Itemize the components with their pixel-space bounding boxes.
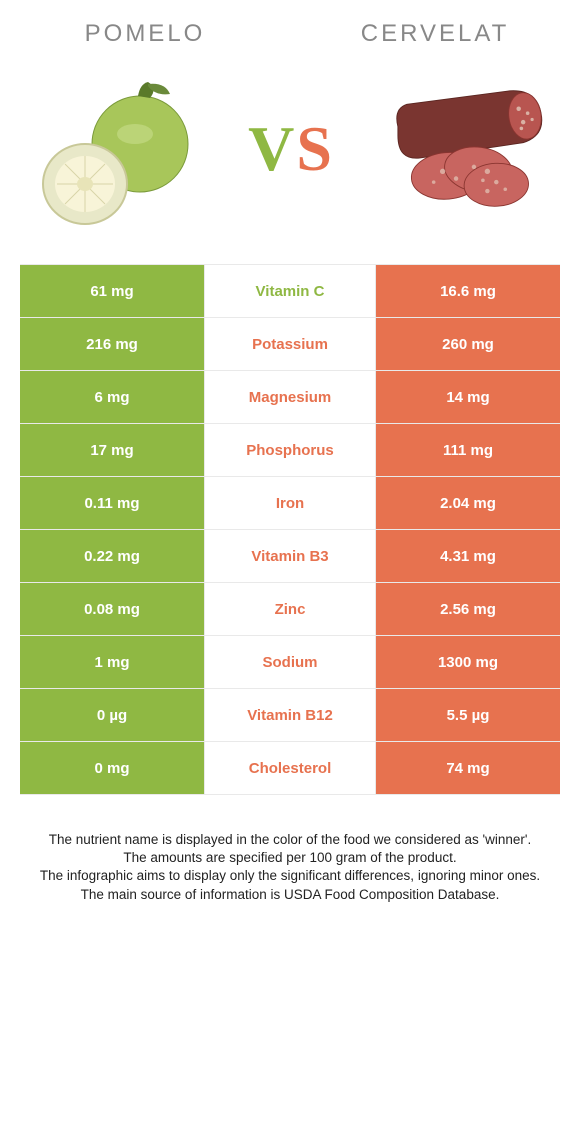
left-food-title: POMELO: [0, 20, 290, 48]
left-value: 0.08 mg: [20, 583, 205, 635]
left-value: 0 mg: [20, 742, 205, 794]
right-food-title: CERVELAT: [290, 20, 580, 48]
nutrient-name: Magnesium: [205, 371, 375, 423]
table-row: 61 mgVitamin C16.6 mg: [20, 265, 560, 318]
nutrient-name: Vitamin B3: [205, 530, 375, 582]
cervelat-icon: [380, 74, 550, 224]
footer-line: The nutrient name is displayed in the co…: [34, 831, 546, 849]
right-value: 2.56 mg: [375, 583, 560, 635]
table-row: 0.08 mgZinc2.56 mg: [20, 583, 560, 636]
table-row: 6 mgMagnesium14 mg: [20, 371, 560, 424]
left-value: 0 µg: [20, 689, 205, 741]
nutrient-name: Zinc: [205, 583, 375, 635]
right-value: 74 mg: [375, 742, 560, 794]
vs-s-letter: S: [296, 112, 332, 186]
table-row: 216 mgPotassium260 mg: [20, 318, 560, 371]
table-row: 0 mgCholesterol74 mg: [20, 742, 560, 795]
right-value: 16.6 mg: [375, 265, 560, 317]
nutrient-name: Iron: [205, 477, 375, 529]
footer-notes: The nutrient name is displayed in the co…: [34, 831, 546, 904]
header: POMELO CERVELAT: [0, 0, 580, 56]
cervelat-image: [380, 64, 550, 234]
vs-label: V S: [248, 112, 332, 186]
right-value: 14 mg: [375, 371, 560, 423]
footer-line: The infographic aims to display only the…: [34, 867, 546, 885]
right-value: 2.04 mg: [375, 477, 560, 529]
right-value: 5.5 µg: [375, 689, 560, 741]
images-row: V S: [0, 56, 580, 264]
left-value: 216 mg: [20, 318, 205, 370]
nutrient-table: 61 mgVitamin C16.6 mg216 mgPotassium260 …: [20, 264, 560, 795]
left-value: 0.22 mg: [20, 530, 205, 582]
footer-line: The amounts are specified per 100 gram o…: [34, 849, 546, 867]
right-value: 1300 mg: [375, 636, 560, 688]
nutrient-name: Vitamin C: [205, 265, 375, 317]
pomelo-icon: [30, 64, 200, 234]
table-row: 0.22 mgVitamin B34.31 mg: [20, 530, 560, 583]
nutrient-name: Sodium: [205, 636, 375, 688]
left-value: 17 mg: [20, 424, 205, 476]
right-value: 260 mg: [375, 318, 560, 370]
right-value: 4.31 mg: [375, 530, 560, 582]
nutrient-name: Vitamin B12: [205, 689, 375, 741]
table-row: 17 mgPhosphorus111 mg: [20, 424, 560, 477]
vs-v-letter: V: [248, 112, 294, 186]
nutrient-name: Potassium: [205, 318, 375, 370]
left-value: 6 mg: [20, 371, 205, 423]
footer-line: The main source of information is USDA F…: [34, 886, 546, 904]
nutrient-name: Cholesterol: [205, 742, 375, 794]
right-value: 111 mg: [375, 424, 560, 476]
table-row: 0 µgVitamin B125.5 µg: [20, 689, 560, 742]
table-row: 0.11 mgIron2.04 mg: [20, 477, 560, 530]
left-value: 1 mg: [20, 636, 205, 688]
left-value: 0.11 mg: [20, 477, 205, 529]
nutrient-name: Phosphorus: [205, 424, 375, 476]
pomelo-image: [30, 64, 200, 234]
left-value: 61 mg: [20, 265, 205, 317]
table-row: 1 mgSodium1300 mg: [20, 636, 560, 689]
